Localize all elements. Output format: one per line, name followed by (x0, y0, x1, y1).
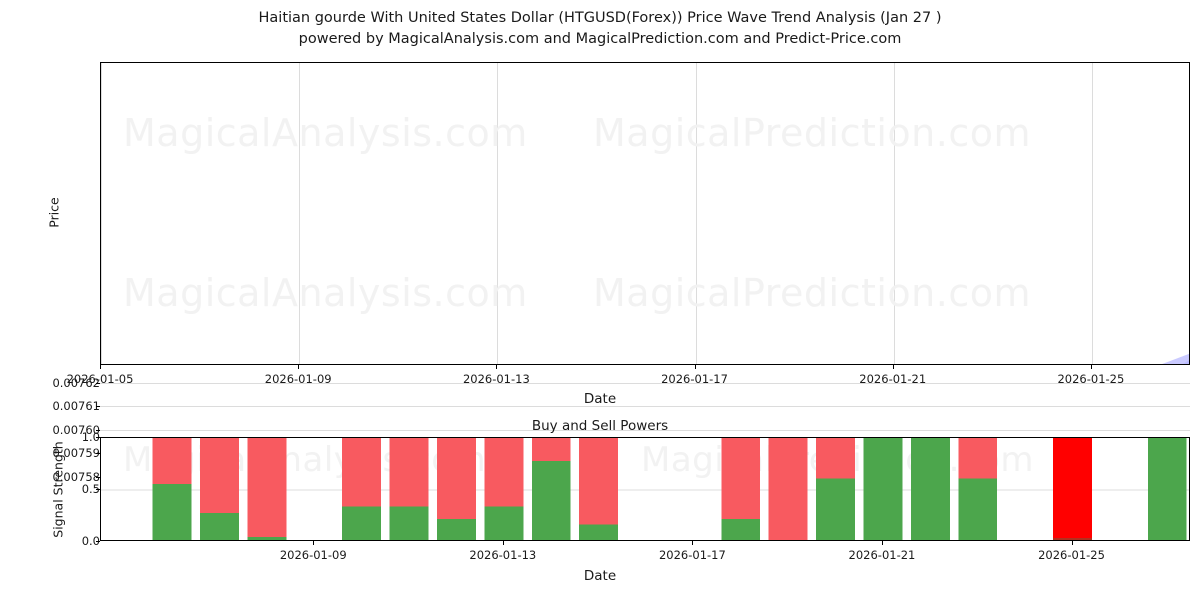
buy-power-bar (816, 478, 855, 540)
signal-y-tick-mark (96, 489, 100, 490)
signal-y-tick-mark (96, 541, 100, 542)
price-gridline (100, 406, 1190, 408)
price-y-axis-label: Price (46, 197, 62, 228)
price-y-tick-label: 0.00759 (52, 446, 100, 461)
sell-power-bar (816, 438, 855, 479)
buy-power-bar (579, 524, 619, 540)
buy-power-bar (247, 536, 287, 540)
sell-power-bar (768, 438, 808, 540)
buy-sell-powers-plot-area: MagicalAnalysis.com MagicalPrediction.co… (100, 437, 1190, 541)
sell-power-bar-foot (1053, 538, 1092, 540)
price-x-tick-label: 2026-01-13 (462, 372, 530, 386)
sell-power-bar (531, 438, 571, 461)
signal-x-tick-mark (692, 541, 694, 545)
price-gridline (100, 382, 1190, 384)
price-vgridline (497, 63, 499, 364)
page-title: Haitian gourde With United States Dollar… (0, 8, 1200, 50)
price-y-tick-mark (96, 382, 100, 384)
buy-power-bar (484, 506, 524, 540)
price-y-tick-label: 0.00761 (52, 399, 100, 414)
buy-power-bar (531, 460, 571, 540)
buy-power-bar (1147, 438, 1187, 540)
price-x-tick-label: 2026-01-09 (264, 372, 332, 386)
buy-sell-powers-svg (101, 438, 1189, 540)
price-x-tick-mark (100, 365, 101, 369)
price-gridline (100, 429, 1190, 431)
title-line-1: Haitian gourde With United States Dollar… (258, 10, 942, 26)
price-x-tick-mark (1090, 365, 1092, 369)
price-wave-plot-area: MagicalAnalysis.com MagicalPrediction.co… (100, 62, 1190, 365)
price-x-tick-label: 2026-01-25 (1057, 372, 1125, 386)
price-wave-svg (1162, 353, 1189, 364)
sell-power-bar (484, 438, 524, 507)
price-y-tick-label: 0.00758 (52, 469, 100, 484)
signal-x-tick-mark (1071, 541, 1073, 545)
wave-band (1183, 360, 1189, 364)
price-y-tick-mark (96, 453, 100, 455)
signal-x-tick-label: 2026-01-21 (848, 548, 916, 562)
sell-power-bar (958, 438, 998, 479)
signal-x-axis-label: Date (583, 568, 617, 584)
buy-power-bar (152, 483, 192, 540)
signal-x-tick-label: 2026-01-13 (469, 548, 537, 562)
price-vgridline (299, 63, 301, 364)
signal-y-axis-label: Signal Strength (50, 441, 66, 538)
price-vgridline (893, 63, 895, 364)
price-vgridline (1091, 63, 1093, 364)
price-x-tick-label: 2026-01-21 (859, 372, 927, 386)
sell-power-bar (152, 438, 192, 484)
price-x-tick-label: 2026-01-17 (661, 372, 728, 386)
price-y-tick-mark (96, 406, 100, 408)
price-y-tick-mark (96, 429, 100, 431)
signal-y-tick-label: 1.0 (81, 430, 100, 444)
price-vgridline (101, 63, 102, 364)
signal-x-tick-mark (313, 541, 315, 545)
buy-power-bar (342, 506, 382, 540)
signal-x-tick-label: 2026-01-25 (1038, 548, 1105, 562)
price-x-tick-mark (892, 365, 894, 369)
buy-power-bar (389, 506, 429, 540)
buy-power-bar (437, 519, 476, 540)
signal-y-tick-mark (96, 437, 100, 438)
sell-power-bar (342, 438, 382, 507)
price-y-tick-label: 0.00762 (52, 375, 100, 390)
sell-power-bar (437, 438, 476, 520)
title-line-2: powered by MagicalAnalysis.com and Magic… (298, 31, 902, 47)
sell-power-bar (247, 438, 287, 537)
buy-power-bar (910, 438, 950, 540)
sell-power-bar (721, 438, 761, 520)
signal-y-tick-label: 0.0 (81, 534, 100, 548)
price-x-tick-mark (298, 365, 300, 369)
sell-power-bar (579, 438, 619, 525)
signal-x-tick-mark (881, 541, 883, 545)
sell-power-bar (1053, 438, 1092, 540)
price-y-tick-mark (96, 476, 100, 478)
price-x-axis-label: Date (583, 391, 617, 407)
sell-power-bar (389, 438, 429, 507)
signal-x-tick-label: 2026-01-09 (279, 548, 347, 562)
price-y-tick-label: 0.00760 (52, 422, 100, 437)
sell-power-bar (200, 438, 239, 513)
price-x-tick-label: 2026-01-05 (66, 372, 134, 386)
signal-chart-title: Buy and Sell Powers (531, 418, 669, 434)
wave-spike-band (1162, 353, 1189, 364)
buy-power-bar (721, 519, 761, 540)
price-vgridline (695, 63, 697, 364)
price-x-tick-mark (694, 365, 696, 369)
signal-y-tick-label: 0.5 (81, 482, 100, 496)
buy-power-bar (200, 512, 239, 540)
signal-x-tick-label: 2026-01-17 (658, 548, 726, 562)
signal-x-tick-mark (502, 541, 504, 545)
price-x-tick-mark (496, 365, 498, 369)
buy-power-bar (863, 438, 903, 540)
buy-power-bar (958, 478, 998, 540)
